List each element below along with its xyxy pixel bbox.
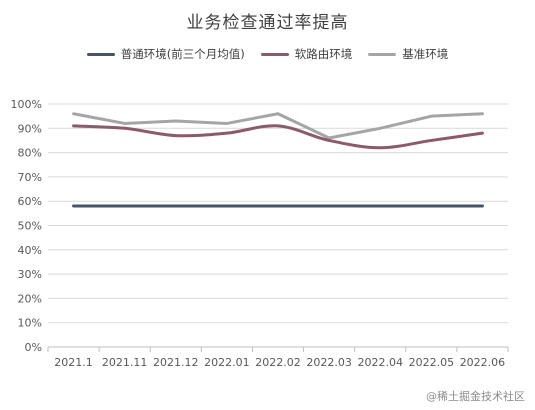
legend-label-baseline: 基准环境	[402, 47, 449, 61]
y-tick-label: 20%	[18, 292, 42, 305]
legend-label-normal: 普通环境(前三个月均值)	[120, 47, 245, 61]
x-tick-label: 2022.01	[204, 356, 250, 369]
y-tick-label: 90%	[18, 122, 42, 135]
y-tick-label: 40%	[18, 244, 42, 257]
y-tick-label: 10%	[18, 317, 42, 330]
legend-label-soft-router: 软路由环境	[294, 47, 353, 61]
legend-item-normal: 普通环境(前三个月均值)	[86, 46, 245, 62]
watermark: @稀土掘金技术社区	[426, 390, 525, 403]
y-tick-label: 80%	[18, 147, 42, 160]
x-tick-label: 2022.06	[460, 356, 506, 369]
x-tick-label: 2022.03	[306, 356, 352, 369]
x-tick-label: 2021.12	[153, 356, 199, 369]
legend-item-baseline: 基准环境	[368, 46, 448, 62]
x-tick-label: 2021.11	[102, 356, 148, 369]
legend-swatch-soft-router	[260, 52, 289, 56]
y-tick-label: 0%	[25, 341, 42, 354]
y-tick-label: 50%	[18, 220, 42, 233]
y-tick-label: 100%	[11, 98, 42, 111]
chart-title: 业务检查通过率提高	[186, 13, 349, 33]
x-tick-label: 2022.05	[409, 356, 455, 369]
y-tick-label: 70%	[18, 171, 42, 184]
series-line-soft-router	[72, 124, 484, 150]
legend: 普通环境(前三个月均值) 软路由环境 基准环境	[0, 46, 535, 62]
legend-swatch-normal	[86, 52, 115, 56]
series-line-baseline	[72, 112, 484, 140]
legend-item-soft-router: 软路由环境	[260, 46, 353, 62]
x-tick-label: 2021.1	[54, 356, 93, 369]
x-tick-label: 2022.04	[357, 356, 403, 369]
y-tick-label: 30%	[18, 268, 42, 281]
x-tick-label: 2022.02	[255, 356, 301, 369]
y-tick-label: 60%	[18, 195, 42, 208]
legend-swatch-baseline	[368, 52, 397, 56]
